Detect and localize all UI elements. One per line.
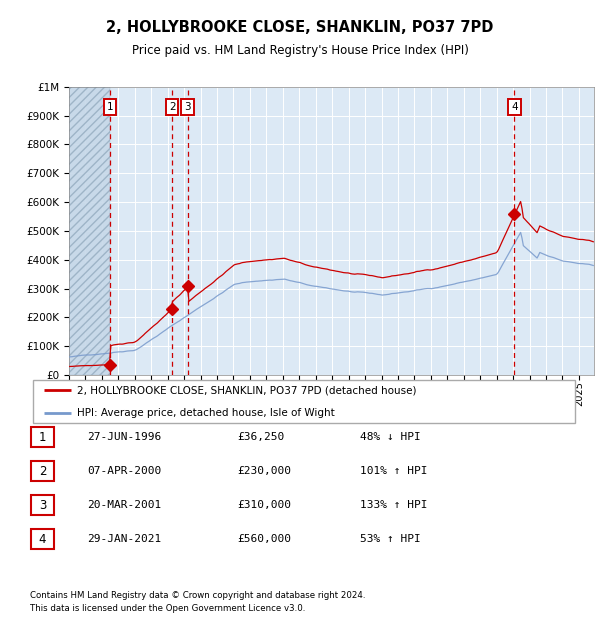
Text: 2: 2 — [169, 102, 175, 112]
Text: This data is licensed under the Open Government Licence v3.0.: This data is licensed under the Open Gov… — [30, 604, 305, 613]
FancyBboxPatch shape — [31, 529, 54, 549]
Text: £230,000: £230,000 — [237, 466, 291, 476]
Text: 2, HOLLYBROOKE CLOSE, SHANKLIN, PO37 7PD (detached house): 2, HOLLYBROOKE CLOSE, SHANKLIN, PO37 7PD… — [77, 385, 416, 396]
Text: HPI: Average price, detached house, Isle of Wight: HPI: Average price, detached house, Isle… — [77, 407, 334, 418]
Text: 3: 3 — [39, 499, 46, 511]
Text: 2, HOLLYBROOKE CLOSE, SHANKLIN, PO37 7PD: 2, HOLLYBROOKE CLOSE, SHANKLIN, PO37 7PD — [106, 20, 494, 35]
Text: 1: 1 — [107, 102, 113, 112]
Text: 1: 1 — [39, 431, 46, 443]
Text: 27-JUN-1996: 27-JUN-1996 — [87, 432, 161, 442]
Text: 3: 3 — [184, 102, 191, 112]
Text: Contains HM Land Registry data © Crown copyright and database right 2024.: Contains HM Land Registry data © Crown c… — [30, 591, 365, 600]
Text: 07-APR-2000: 07-APR-2000 — [87, 466, 161, 476]
Text: Price paid vs. HM Land Registry's House Price Index (HPI): Price paid vs. HM Land Registry's House … — [131, 45, 469, 57]
Text: 29-JAN-2021: 29-JAN-2021 — [87, 534, 161, 544]
FancyBboxPatch shape — [31, 461, 54, 481]
FancyBboxPatch shape — [33, 380, 575, 423]
Text: £560,000: £560,000 — [237, 534, 291, 544]
Text: 4: 4 — [511, 102, 518, 112]
Text: £36,250: £36,250 — [237, 432, 284, 442]
Text: 4: 4 — [39, 533, 46, 546]
Text: 20-MAR-2001: 20-MAR-2001 — [87, 500, 161, 510]
Text: 133% ↑ HPI: 133% ↑ HPI — [360, 500, 427, 510]
Text: 53% ↑ HPI: 53% ↑ HPI — [360, 534, 421, 544]
Text: £310,000: £310,000 — [237, 500, 291, 510]
FancyBboxPatch shape — [31, 495, 54, 515]
Text: 101% ↑ HPI: 101% ↑ HPI — [360, 466, 427, 476]
FancyBboxPatch shape — [31, 427, 54, 447]
Text: 2: 2 — [39, 465, 46, 477]
Text: 48% ↓ HPI: 48% ↓ HPI — [360, 432, 421, 442]
